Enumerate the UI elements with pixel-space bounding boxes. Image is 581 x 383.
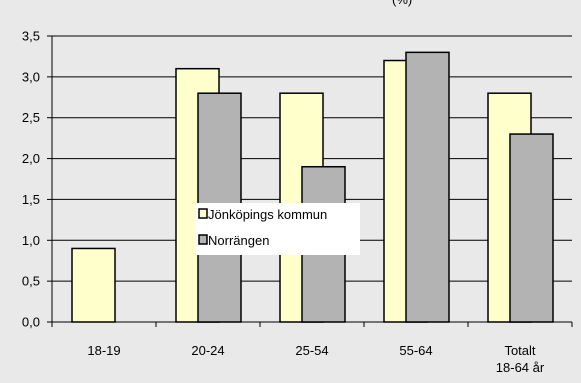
x-tick-label: Totalt: [504, 343, 535, 358]
y-tick-label: 0,0: [22, 315, 40, 330]
legend-label: Norrängen: [208, 233, 269, 248]
y-tick-label: 1,5: [22, 192, 40, 207]
x-tick-label: 55-64: [399, 343, 432, 358]
y-tick-label: 3,0: [22, 69, 40, 84]
y-tick-label: 2,0: [22, 151, 40, 166]
legend-box: [196, 203, 360, 255]
legend-swatch: [198, 234, 208, 245]
legend-swatch: [198, 208, 208, 219]
x-tick-label: 18-64 år: [496, 360, 545, 375]
y-tick-labels: 0,0 0,5 1,0 1,5 2,0 2,5 3,0 3,5: [22, 29, 40, 330]
y-tick-label: 0,5: [22, 274, 40, 289]
axes: [51, 36, 572, 323]
y-tick-label: 1,0: [22, 233, 40, 248]
x-tick-labels: 18-19 20-24 25-54 55-64 Totalt 18-64 år: [51, 322, 573, 375]
bar-jonkoping: [71, 247, 116, 323]
legend-label: Jönköpings kommun: [208, 207, 327, 222]
y-tick-label: 2,5: [22, 110, 40, 125]
bar-norrangen: [405, 51, 450, 323]
y-tick-label: 3,5: [22, 29, 40, 44]
x-tick-label: 20-24: [191, 343, 224, 358]
bar-norrangen: [509, 133, 554, 323]
chart-title-fragment: (%): [392, 0, 412, 7]
x-tick-label: 25-54: [295, 343, 328, 358]
x-tick-label: 18-19: [87, 343, 120, 358]
legend: Jönköpings kommun Norrängen: [196, 203, 360, 255]
